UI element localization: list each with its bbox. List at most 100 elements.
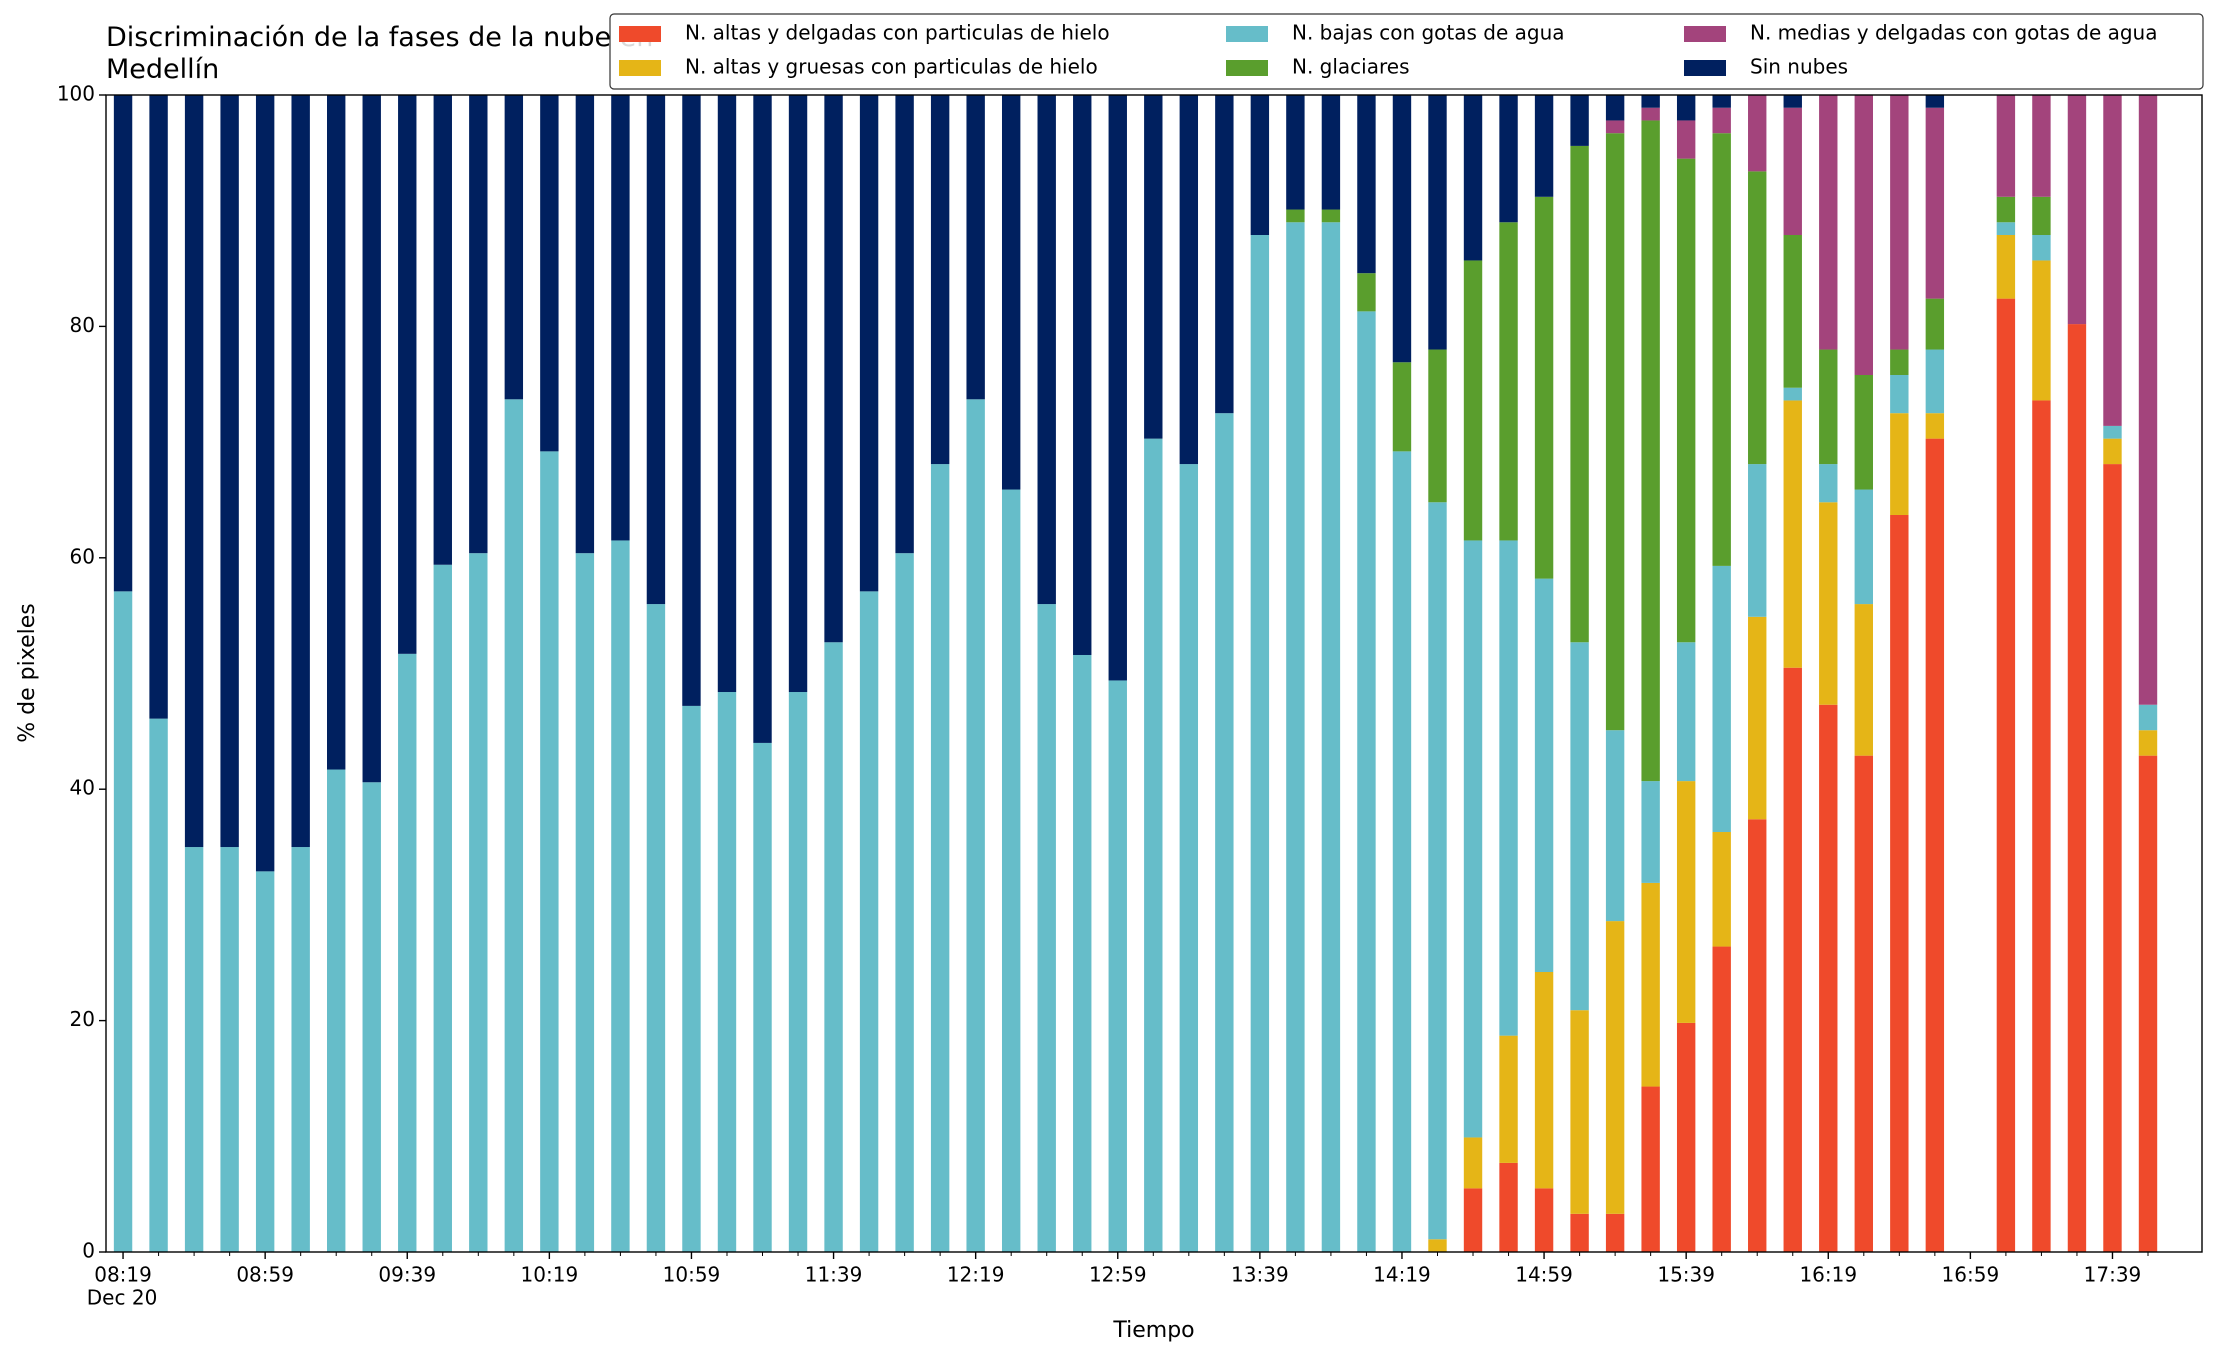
bar-segment: [469, 95, 488, 554]
bar-segment: [1641, 781, 1660, 883]
bar-segment: [1783, 95, 1802, 108]
bar-segment: [2032, 260, 2051, 401]
bar-segment: [1890, 349, 1909, 375]
bar-segment: [1605, 95, 1625, 121]
bar-segment: [1783, 387, 1802, 401]
bar-segment: [469, 553, 488, 1252]
bar-segment: [504, 95, 524, 400]
bar-segment: [575, 95, 595, 554]
bar-segment: [220, 847, 239, 1252]
bar-segment: [433, 95, 452, 565]
bar-segment: [220, 95, 239, 848]
bar-segment: [646, 604, 666, 1252]
bar-segment: [1321, 222, 1341, 1252]
bar-segment: [1641, 95, 1660, 108]
bar-segment: [1428, 95, 1447, 350]
bar-segment: [788, 692, 808, 1252]
bar-segment: [1499, 1162, 1518, 1252]
bar-segment: [646, 95, 666, 605]
bar-segment: [1499, 95, 1518, 223]
legend-label: N. altas y delgadas con particulas de hi…: [685, 21, 1110, 45]
bar-segment: [1748, 616, 1767, 820]
bar-segment: [113, 591, 133, 1252]
bar-segment: [1996, 222, 2016, 235]
bar-segment: [1641, 1086, 1660, 1252]
bar-segment: [930, 95, 950, 465]
bar-segment: [2138, 95, 2158, 705]
bar-segment: [1676, 642, 1696, 782]
bar-segment: [1073, 654, 1092, 1252]
bar-segment: [1783, 234, 1802, 388]
bar-segment: [1286, 209, 1305, 223]
bar-segment: [1996, 95, 2016, 197]
bar-segment: [1890, 374, 1909, 414]
bar-segment: [504, 399, 524, 1252]
bar-segment: [1925, 298, 1945, 350]
bar-segment: [717, 692, 737, 1252]
bar-segment: [1819, 349, 1838, 465]
bar-segment: [1570, 1213, 1589, 1252]
y-axis-label: % de pixeles: [15, 603, 40, 742]
bar-segment: [1392, 95, 1412, 363]
bar-segment: [1463, 260, 1483, 541]
bar-segment: [788, 95, 808, 693]
bar-segment: [1463, 95, 1483, 261]
bar-segment: [1534, 972, 1554, 1189]
bar-segment: [1854, 604, 1873, 756]
bar-segment: [966, 399, 985, 1252]
bar-segment: [717, 95, 737, 693]
bar-segment: [1925, 95, 1945, 108]
bar-segment: [1641, 120, 1660, 782]
bar-segment: [1819, 464, 1838, 503]
bar-segment: [1286, 95, 1305, 210]
bar-segment: [1996, 298, 2016, 1253]
x-axis-label: Tiempo: [1112, 1318, 1194, 1343]
bar-segment: [1712, 832, 1731, 947]
bar-segment: [1712, 946, 1731, 1252]
legend-swatch: [1684, 60, 1726, 76]
legend-label: Sin nubes: [1750, 55, 1848, 79]
bar-segment: [2138, 730, 2158, 756]
x-tick-label: 08:19: [94, 1263, 152, 1287]
bar-segment: [1570, 95, 1589, 146]
bar-segment: [1605, 730, 1625, 922]
bar-segment: [255, 95, 275, 872]
bar-segment: [1783, 667, 1802, 1252]
bar-segment: [1996, 196, 2016, 223]
x-tick-label: 16:59: [1942, 1263, 2000, 1287]
bar-segment: [1037, 95, 1056, 605]
bar-segment: [113, 95, 133, 592]
y-tick-label: 80: [70, 313, 95, 337]
bar-segment: [859, 95, 879, 592]
bar-segment: [184, 847, 204, 1252]
bar-segment: [1783, 107, 1802, 235]
bar-segment: [1428, 1239, 1447, 1252]
bar-segment: [1854, 755, 1873, 1252]
bar-segment: [2032, 95, 2051, 197]
bar-segment: [1925, 438, 1945, 1252]
bar-segment: [1819, 704, 1838, 1252]
bar-segment: [1748, 819, 1767, 1252]
bar-segment: [2067, 324, 2087, 1252]
bar-segment: [1463, 540, 1483, 1138]
bar-segment: [540, 451, 559, 1253]
legend-label: N. bajas con gotas de agua: [1292, 21, 1565, 45]
bar-segment: [895, 553, 914, 1252]
x-tick-label: 12:59: [1089, 1263, 1147, 1287]
bar-segment: [1676, 781, 1696, 1023]
bar-segment: [1463, 1137, 1483, 1189]
bar-segment: [1392, 362, 1412, 452]
plot-frame: [105, 94, 2203, 1253]
bar-segment: [753, 95, 772, 743]
bar-segment: [966, 95, 985, 400]
legend-label: N. glaciares: [1292, 55, 1410, 79]
y-tick-label: 0: [82, 1239, 95, 1263]
bar-segment: [1001, 95, 1021, 490]
bar-segment: [2032, 196, 2051, 235]
bar-segment: [2103, 464, 2122, 1252]
bar-segment: [1144, 95, 1163, 439]
bar-segment: [2032, 234, 2051, 261]
bar-segment: [1108, 95, 1127, 681]
x-date-label: Dec 20: [87, 1286, 158, 1310]
